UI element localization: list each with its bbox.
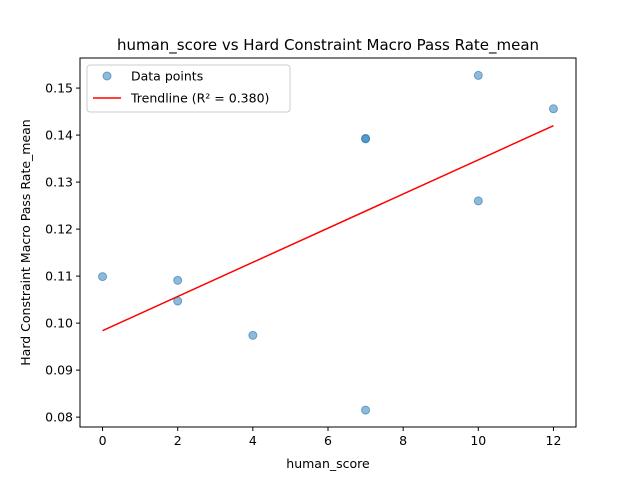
plot-frame <box>79 57 577 428</box>
y-tick-label: 0.15 <box>45 81 73 96</box>
y-tick-label: 0.10 <box>45 316 73 331</box>
x-axis-label: human_score <box>286 456 370 471</box>
y-axis: 0.08 0.09 0.10 0.11 0.12 0.13 0.14 0.15 <box>45 81 80 425</box>
data-point-10 <box>548 104 558 114</box>
y-tick-label: 0.08 <box>45 410 73 425</box>
x-tick-label: 0 <box>99 433 107 448</box>
y-axis-label: Hard Constraint Macro Pass Rate_mean <box>18 119 33 365</box>
trendline <box>102 125 554 332</box>
data-point-8 <box>473 70 483 80</box>
data-point-7 <box>361 405 371 415</box>
x-tick-label: 12 <box>546 433 562 448</box>
data-point-2 <box>173 275 183 285</box>
y-tick-label: 0.13 <box>45 175 73 190</box>
data-point-6 <box>361 133 371 143</box>
data-point-9 <box>473 196 483 206</box>
x-tick-label: 6 <box>324 433 332 448</box>
legend: Data points Trendline (R² = 0.380) <box>86 64 291 113</box>
y-tick-label: 0.14 <box>45 128 73 143</box>
legend-box <box>86 64 291 113</box>
legend-label-trendline: Trendline (R² = 0.380) <box>130 91 269 106</box>
data-point-1 <box>98 272 108 282</box>
y-tick-label: 0.11 <box>45 269 73 284</box>
x-tick-label: 4 <box>249 433 257 448</box>
chart-title: human_score vs Hard Constraint Macro Pas… <box>117 36 539 55</box>
x-tick-label: 10 <box>470 433 486 448</box>
y-tick-label: 0.09 <box>45 363 73 378</box>
x-axis: 0 2 4 6 8 10 12 <box>99 427 562 448</box>
plot-area <box>98 70 558 415</box>
legend-label-data-points: Data points <box>131 69 203 84</box>
legend-marker-data-points <box>102 71 112 81</box>
y-tick-label: 0.12 <box>45 222 73 237</box>
x-tick-label: 8 <box>399 433 407 448</box>
x-tick-label: 2 <box>174 433 182 448</box>
data-point-4 <box>248 330 258 340</box>
